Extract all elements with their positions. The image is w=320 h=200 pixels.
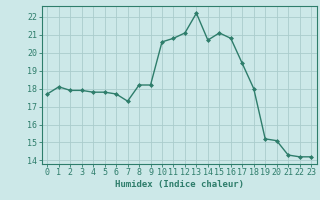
X-axis label: Humidex (Indice chaleur): Humidex (Indice chaleur) (115, 180, 244, 189)
